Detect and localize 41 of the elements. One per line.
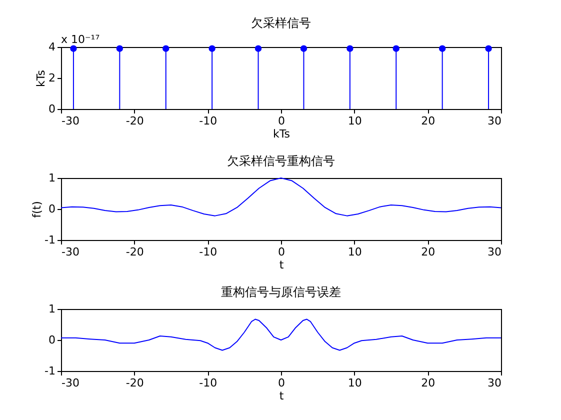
line-series — [60, 178, 502, 216]
x-tick-label: 20 — [421, 246, 436, 258]
x-axis-title: t — [279, 258, 284, 272]
y-tick-label: 2 — [48, 72, 56, 84]
chart-title: 欠采样信号 — [251, 16, 311, 30]
chart-title: 欠采样信号重构信号 — [227, 154, 335, 168]
x-tick-label: -10 — [199, 246, 218, 258]
x-tick-label: 0 — [278, 246, 285, 258]
x-tick-label: -10 — [199, 376, 218, 390]
y-axis-title: f(t) — [30, 201, 44, 218]
chart-title: 重构信号与原信号误差 — [221, 285, 341, 299]
x-tick-label: 0 — [278, 376, 285, 390]
x-tick-label: 10 — [348, 376, 362, 390]
line-series — [60, 318, 502, 351]
x-tick-label: 30 — [488, 114, 502, 128]
y-tick-label: 0 — [48, 334, 56, 346]
y-tick-label: 0 — [48, 202, 56, 216]
x-axis-title: t — [279, 390, 284, 402]
y-tick-label: -1 — [44, 364, 56, 378]
y-tick-label: 4 — [48, 40, 56, 54]
y-tick-label: -1 — [44, 234, 56, 246]
x-tick-label: -20 — [126, 246, 144, 258]
x-tick-label: 30 — [488, 246, 502, 258]
x-tick-label: -10 — [199, 114, 218, 128]
x-tick-label: 20 — [421, 376, 436, 390]
x-tick-label: -30 — [62, 376, 80, 390]
x-tick-label: 10 — [348, 246, 362, 258]
x-tick-label: -30 — [62, 114, 80, 128]
text: x 10⁻¹⁷ — [61, 33, 100, 46]
x-tick-label: -20 — [126, 376, 144, 390]
y-tick-label: 1 — [48, 172, 56, 184]
x-tick-label: 10 — [348, 114, 362, 128]
x-tick-label: 30 — [488, 376, 502, 390]
x-tick-label: 0 — [278, 114, 285, 128]
y-tick-label: 1 — [48, 302, 56, 316]
y-axis-title: kTs — [34, 70, 48, 87]
x-tick-label: -20 — [126, 114, 144, 128]
x-tick-label: -30 — [62, 246, 80, 258]
y-tick-label: 0 — [48, 102, 56, 116]
x-tick-label: 20 — [421, 114, 436, 128]
x-axis-title: kTs — [273, 128, 290, 140]
